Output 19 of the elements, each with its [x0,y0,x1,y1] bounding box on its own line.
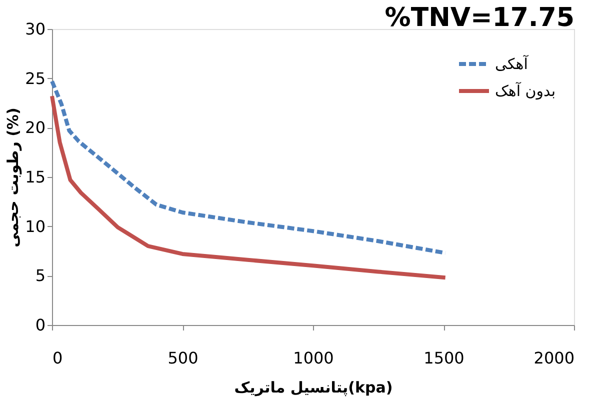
y-tick-label: 25 [25,68,46,88]
legend-label: بدون آهک [495,81,556,100]
line-series [50,79,448,255]
y-tick-label: 15 [25,168,46,186]
y-tick-label: 20 [25,118,46,138]
x-tick-label: 1000 [293,348,334,368]
chart-title: %TNV=17.75 [384,3,574,33]
legend-label: آهکی [495,54,529,73]
y-tick-label: 5 [35,266,46,286]
x-tick-label: 1500 [424,348,464,368]
y-tick-label: 0 [35,316,46,334]
x-tick-label: 500 [168,348,198,368]
x-axis-title: پتانسیل ماتریک(kpa) [234,378,393,396]
y-axis-title: رطوبت حجمی (%) [4,108,22,248]
x-tick-label: 0 [52,348,63,368]
y-tick-label: 10 [25,216,46,236]
y-tick-label: 30 [25,20,46,38]
x-tick-label: 2000 [534,348,574,368]
line-series [50,94,448,280]
